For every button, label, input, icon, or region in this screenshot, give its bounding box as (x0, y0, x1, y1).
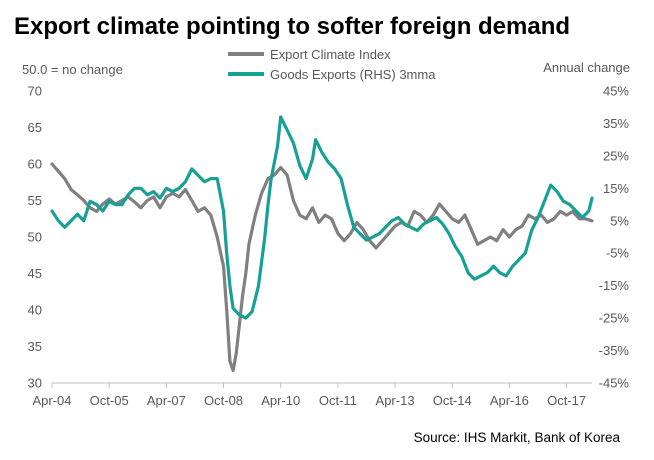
legend-swatch-export-climate (228, 52, 264, 56)
legend-item-export-climate: Export Climate Index (228, 44, 435, 64)
y-right-tick-label: 15% (603, 181, 629, 196)
y-right-tick-label: -25% (599, 311, 630, 326)
x-tick-label: Oct-17 (547, 393, 586, 408)
chart-axes: 30 35 40 45 50 55 60 65 70 -45% -35% -25% -15% -5% 5% 1… (28, 84, 630, 409)
y-right-tick-label: 25% (603, 148, 629, 163)
chart-series (50, 115, 594, 373)
y-right-tick-label: -35% (599, 343, 630, 358)
x-tick-label: Apr-13 (376, 393, 415, 408)
chart-title: Export climate pointing to softer foreig… (14, 13, 571, 40)
x-tick-label: Oct-11 (319, 393, 357, 408)
y-left-tick-label: 35 (28, 339, 42, 354)
x-tick-label: Oct-14 (433, 393, 472, 408)
source-note: Source: IHS Markit, Bank of Korea (413, 430, 620, 445)
y-left-tick-label: 30 (28, 376, 42, 391)
legend-item-goods-exports: Goods Exports (RHS) 3mma (228, 64, 435, 84)
x-tick-label: Apr-16 (490, 393, 529, 408)
y-left-tick-label: 40 (28, 303, 42, 318)
right-axis-note: Annual change (543, 60, 630, 75)
legend-label-export-climate: Export Climate Index (270, 46, 391, 62)
left-axis-note: 50.0 = no change (22, 62, 123, 77)
series-line-export-climate-index (50, 162, 594, 373)
x-tick-label: Oct-05 (90, 393, 129, 408)
x-tick-label: Oct-08 (204, 393, 243, 408)
y-right-tick-label: 45% (603, 84, 629, 99)
y-left-tick-label: 70 (28, 84, 42, 99)
y-right-tick-label: -5% (606, 246, 630, 261)
x-tick-label: Apr-04 (32, 393, 71, 408)
x-tick-label: Apr-07 (147, 393, 186, 408)
y-left-tick-label: 60 (28, 157, 42, 172)
y-left-tick-label: 45 (28, 266, 42, 281)
y-right-tick-label: 5% (610, 213, 629, 228)
legend: Export Climate Index Goods Exports (RHS)… (228, 44, 435, 84)
y-left-tick-label: 55 (28, 193, 42, 208)
legend-label-goods-exports: Goods Exports (RHS) 3mma (270, 66, 436, 82)
y-right-tick-label: -15% (599, 278, 630, 293)
y-left-tick-label: 65 (28, 120, 42, 135)
series-line-goods-exports (50, 115, 594, 320)
y-left-tick-label: 50 (28, 230, 42, 245)
x-tick-label: Apr-10 (261, 393, 300, 408)
legend-swatch-goods-exports (228, 72, 264, 76)
y-right-tick-label: 35% (603, 116, 629, 131)
y-right-tick-label: -45% (599, 376, 630, 391)
